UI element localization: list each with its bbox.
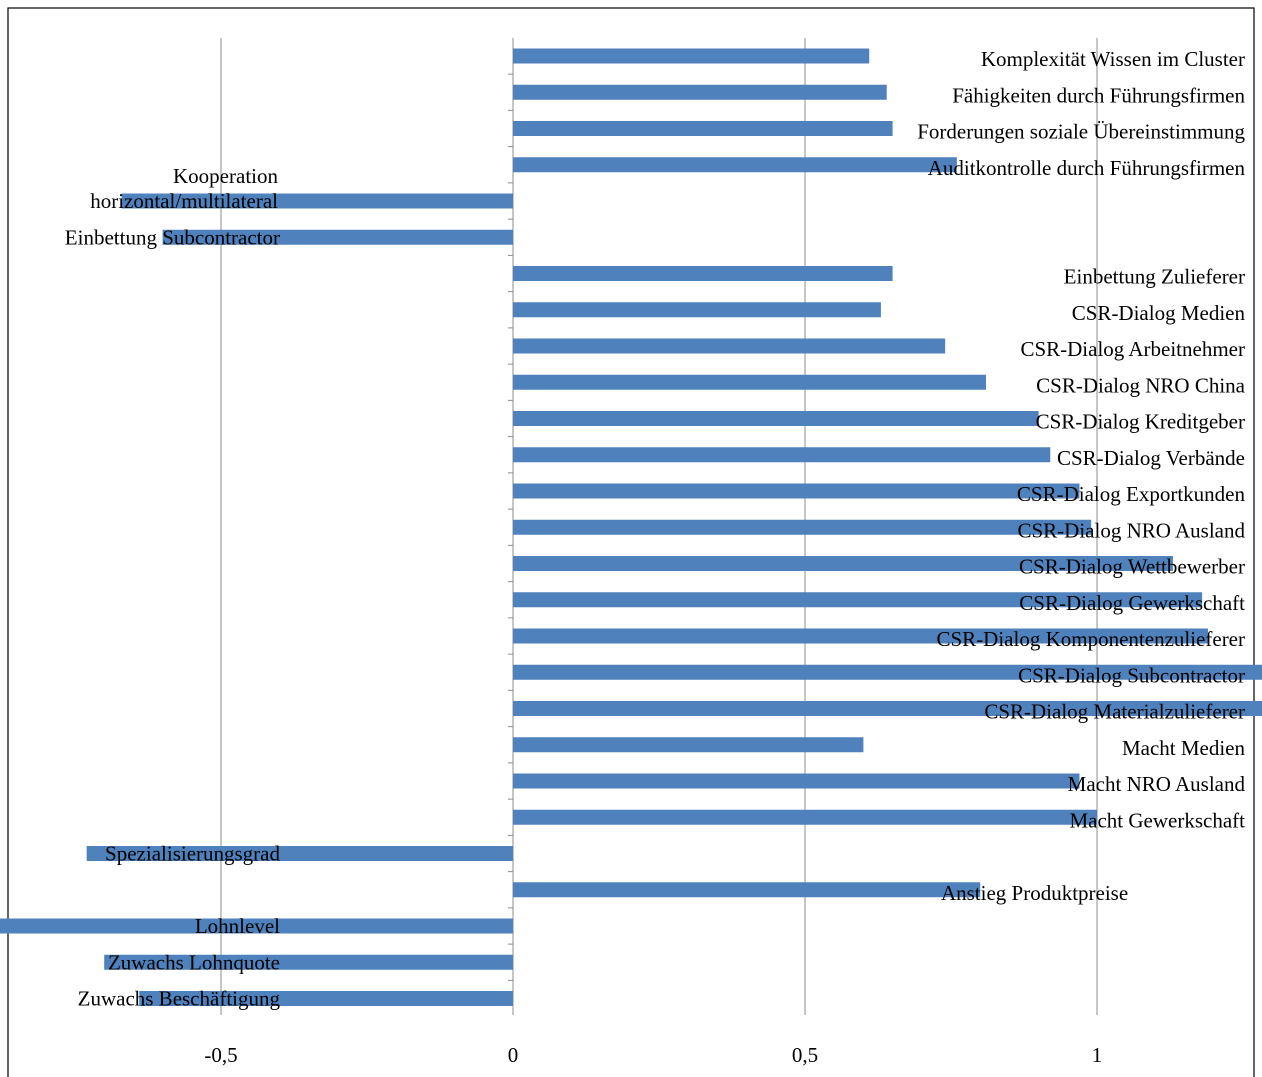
bar-label: CSR-Dialog Materialzulieferer <box>984 700 1245 724</box>
bar-label: CSR-Dialog Arbeitnehmer <box>1020 337 1245 361</box>
chart-frame <box>7 7 1255 1077</box>
bar-label: Spezialisierungsgrad <box>105 842 280 866</box>
bar <box>513 266 893 281</box>
bar-label: CSR-Dialog NRO Ausland <box>1017 518 1245 542</box>
bar-label: CSR-Dialog Gewerkschaft <box>1019 591 1245 615</box>
bar <box>121 193 513 209</box>
bar-label: Kooperation <box>173 164 278 188</box>
bar-label: Einbettung Zulieferer <box>1064 265 1245 289</box>
bar-label: CSR-Dialog Subcontractor <box>1018 663 1245 687</box>
bar-label: CSR-Dialog Exportkunden <box>1017 482 1246 506</box>
bar-label: Zuwachs Beschäftigung <box>78 987 281 1011</box>
x-tick-label: 1 <box>1092 1043 1103 1067</box>
bar-labels: Komplexität Wissen im Cluster Fähigkeiten… <box>65 47 1246 1011</box>
bar-label: CSR-Dialog Wettbewerber <box>1019 555 1245 579</box>
x-axis-ticks: -1,5-1-0,500,511,52 <box>204 1043 1103 1067</box>
bar <box>0 918 513 934</box>
bars <box>0 48 1262 1006</box>
bar-label: CSR-Dialog Komponentenzulieferer <box>937 627 1246 651</box>
bar <box>513 338 946 354</box>
bar-label: horizontal/multilateral <box>90 189 278 213</box>
bar <box>513 701 1262 716</box>
bar <box>104 954 513 970</box>
bar-label: Macht Gewerkschaft <box>1069 808 1245 832</box>
bar-label: CSR-Dialog NRO China <box>1036 373 1246 397</box>
bar <box>513 483 1080 499</box>
x-tick-label: 0,5 <box>792 1043 818 1067</box>
bar <box>513 773 1080 789</box>
bar-label: Forderungen soziale Übereinstimmung <box>917 120 1245 144</box>
bar-label: Fähigkeiten durch Führungsfirmen <box>952 83 1245 107</box>
bar-label: CSR-Dialog Kreditgeber <box>1036 410 1245 434</box>
bar <box>513 157 957 173</box>
bar <box>86 846 514 861</box>
bar <box>139 991 514 1006</box>
bar-label: Zuwachs Lohnquote <box>108 950 280 974</box>
bar <box>162 229 513 245</box>
bar <box>513 374 987 390</box>
bar <box>513 556 1173 571</box>
bar <box>513 628 1208 644</box>
bar-label: Lohnlevel <box>195 914 280 938</box>
bar-label: Macht Medien <box>1122 736 1246 760</box>
bar <box>513 809 1097 825</box>
bar <box>513 664 1262 680</box>
bar <box>513 592 1203 608</box>
bar-label: CSR-Dialog Verbände <box>1057 446 1245 470</box>
x-tick-label: -0,5 <box>204 1043 237 1067</box>
bar <box>513 84 887 100</box>
bar-label: Macht NRO Ausland <box>1068 772 1246 796</box>
bar-label: Auditkontrolle durch Führungsfirmen <box>928 156 1246 180</box>
bar <box>513 737 864 753</box>
bar <box>513 411 1039 426</box>
bar <box>513 121 893 136</box>
bar <box>513 302 881 318</box>
bar <box>513 48 870 64</box>
bar-label: CSR-Dialog Medien <box>1072 301 1246 325</box>
x-tick-label: 0 <box>508 1043 519 1067</box>
bar-label: Einbettung Subcontractor <box>65 225 280 249</box>
bar <box>513 447 1051 463</box>
bar-label: Komplexität Wissen im Cluster <box>981 47 1245 71</box>
bar <box>513 882 981 898</box>
bar-label: Anstieg Produktpreise <box>941 881 1128 905</box>
bar <box>513 519 1092 535</box>
